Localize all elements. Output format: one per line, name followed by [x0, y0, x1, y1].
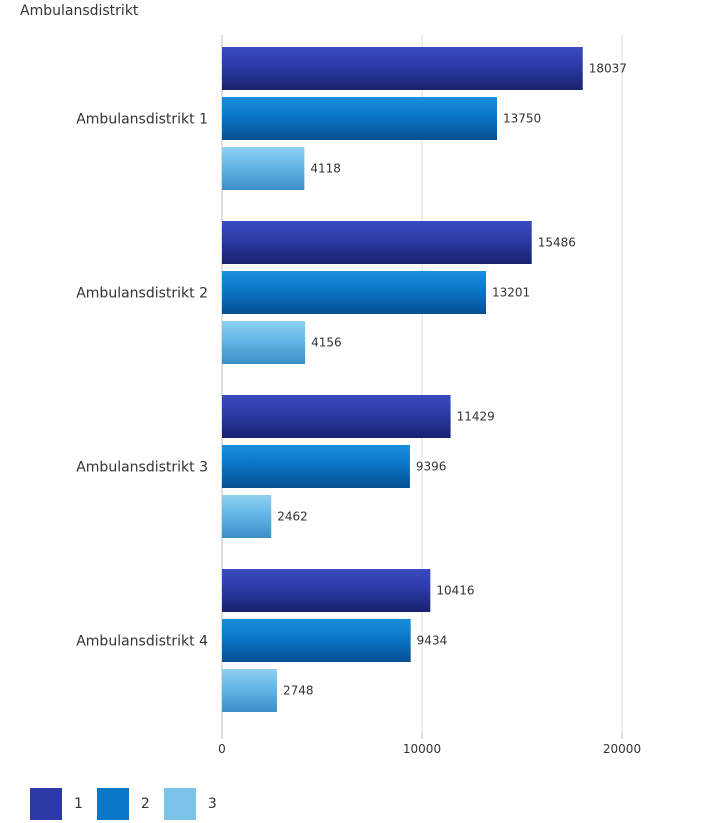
- category-label: Ambulansdistrikt 1: [76, 112, 208, 128]
- legend-label-2: 2: [140, 796, 150, 812]
- bar-series-3[interactable]: [222, 669, 277, 712]
- legend-item-1[interactable]: 1: [30, 788, 83, 820]
- data-label: 9396: [416, 460, 447, 474]
- bar-series-2[interactable]: [222, 619, 411, 662]
- data-label: 15486: [538, 236, 576, 250]
- x-tick-label: 10000: [403, 742, 441, 756]
- data-label: 11429: [457, 410, 495, 424]
- bar-series-2[interactable]: [222, 97, 497, 140]
- bar-series-1[interactable]: [222, 221, 532, 264]
- data-label: 18037: [589, 62, 627, 76]
- category-label: Ambulansdistrikt 2: [76, 286, 208, 302]
- legend-item-3[interactable]: 3: [163, 788, 217, 820]
- legend-swatch-1: [30, 788, 62, 820]
- bar-series-3[interactable]: [222, 321, 306, 364]
- category-axis-title: Ambulansdistrikt: [20, 3, 139, 19]
- legend-swatch-3: [163, 788, 196, 820]
- data-label: 2748: [283, 684, 314, 698]
- data-label: 9434: [417, 634, 448, 648]
- bar-series-2[interactable]: [222, 445, 410, 488]
- legend-swatch-2: [96, 788, 129, 820]
- data-label: 2462: [277, 510, 308, 524]
- legend: 1 2 3: [30, 788, 231, 820]
- data-label: 13750: [503, 112, 541, 126]
- legend-label-1: 1: [74, 796, 83, 812]
- data-label: 10416: [436, 584, 474, 598]
- x-tick-label: 0: [218, 742, 226, 756]
- legend-label-3: 3: [207, 796, 217, 812]
- legend-item-2[interactable]: 2: [96, 788, 150, 820]
- bar-series-2[interactable]: [222, 271, 487, 314]
- bar-series-1[interactable]: [222, 395, 451, 438]
- category-label: Ambulansdistrikt 4: [76, 634, 208, 650]
- bar-chart: 0 10000 20000 Ambulansdistrikt 1 18037 13750 4…: [76, 35, 641, 756]
- bar-series-1[interactable]: [222, 47, 583, 90]
- data-label: 4156: [311, 336, 342, 350]
- bar-series-1[interactable]: [222, 569, 431, 612]
- category-label: Ambulansdistrikt 3: [76, 460, 208, 476]
- x-tick-label: 20000: [603, 742, 641, 756]
- bar-series-3[interactable]: [222, 147, 305, 190]
- data-label: 4118: [310, 162, 341, 176]
- data-label: 13201: [492, 286, 530, 300]
- bar-series-3[interactable]: [222, 495, 272, 538]
